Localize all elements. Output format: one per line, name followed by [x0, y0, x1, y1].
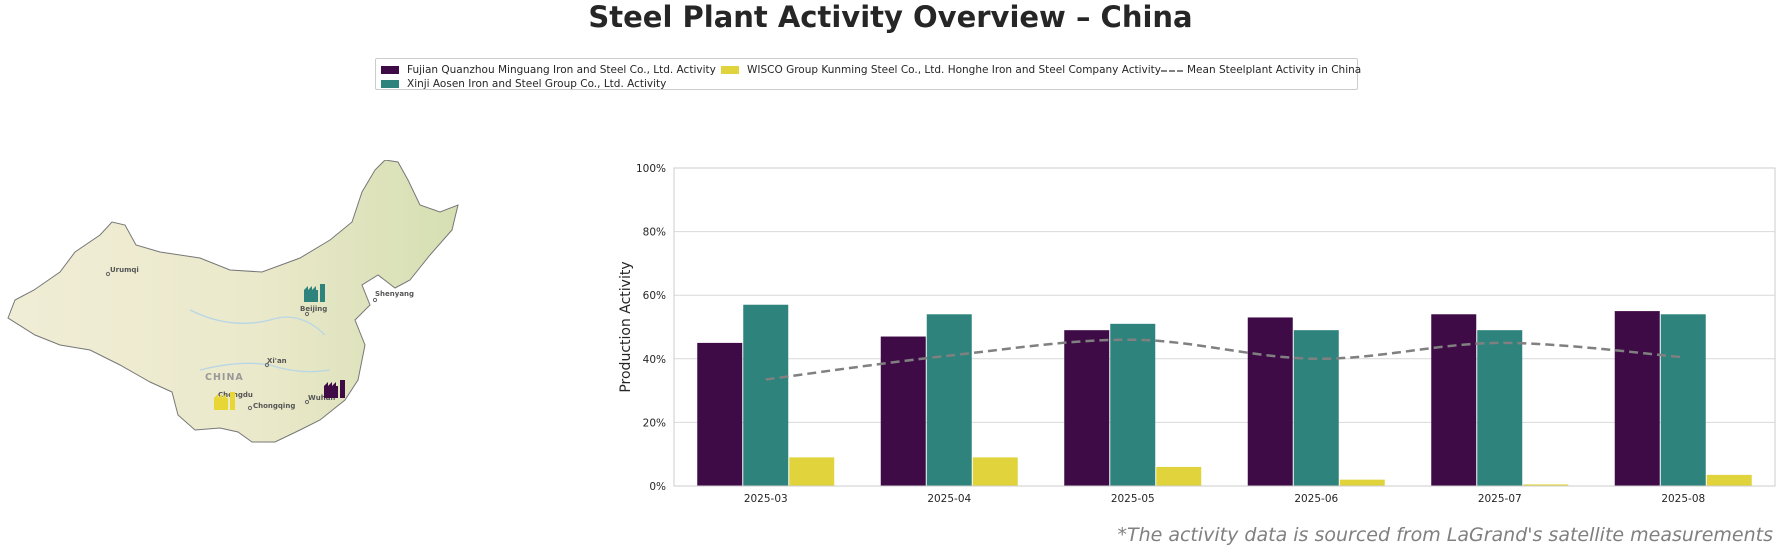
legend-label-fujian: Fujian Quanzhou Minguang Iron and Steel … [407, 64, 716, 76]
y-tick-label: 60% [643, 290, 666, 302]
factory-icon [304, 284, 325, 302]
plot-frame [673, 167, 1776, 487]
y-tick-label: 40% [643, 354, 666, 366]
river [199, 362, 331, 373]
bar [1293, 330, 1339, 486]
y-tick-label: 20% [643, 417, 666, 429]
river [189, 309, 326, 336]
factory-icon [324, 380, 345, 398]
bar [1156, 466, 1202, 486]
bar [1339, 479, 1385, 486]
legend-label-wisco: WISCO Group Kunming Steel Co., Ltd. Hong… [747, 64, 1162, 76]
legend-label-xinji: Xinji Aosen Iron and Steel Group Co., Lt… [407, 78, 667, 90]
bar [1523, 484, 1569, 486]
x-tick-label: 2025-07 [1478, 493, 1522, 505]
page-title: Steel Plant Activity Overview – China [588, 0, 1193, 34]
china-outline [7, 160, 459, 443]
y-tick-label: 100% [636, 163, 666, 175]
y-tick-label: 80% [643, 227, 666, 239]
legend-swatch-fujian [381, 66, 399, 74]
axes: 0% 20% 40% 60% 80% 100% 2025-03 2025-04 2025-05 2… [636, 163, 1776, 505]
bar [1706, 474, 1752, 486]
footnote: *The activity data is sourced from LaGra… [1117, 524, 1773, 546]
bar [1660, 314, 1706, 486]
x-tick-label: 2025-04 [927, 493, 971, 505]
legend-swatch-wisco [721, 66, 739, 74]
city-label: Beijing [300, 305, 327, 313]
bar [1110, 323, 1156, 486]
legend-swatch-xinji [381, 80, 399, 88]
x-tick-label: 2025-03 [744, 493, 788, 505]
x-tick-label: 2025-06 [1294, 493, 1338, 505]
city-label: Xi'an [267, 357, 287, 365]
legend-label-mean: Mean Steelplant Activity in China [1187, 64, 1362, 76]
y-axis-label: Production Activity [618, 261, 634, 392]
x-tick-label: 2025-08 [1661, 493, 1705, 505]
x-tick-label: 2025-05 [1111, 493, 1155, 505]
city-label: Urumqi [110, 266, 139, 274]
bar [880, 336, 926, 486]
bar [1247, 317, 1293, 486]
bar [743, 304, 789, 486]
mean-line [765, 338, 1684, 381]
china-map: Urumqi Beijing Shenyang Xi'an Chengdu Ch… [7, 160, 459, 443]
bar [1431, 314, 1477, 486]
factory-icon [214, 392, 235, 410]
bars [697, 304, 1752, 486]
country-label: CHINA [205, 372, 244, 383]
bar [926, 314, 972, 486]
bar [1064, 330, 1110, 486]
bar [972, 457, 1018, 486]
bar [789, 457, 835, 486]
city-label: Wuhan [308, 394, 335, 402]
grid-lines [674, 167, 1775, 487]
city-label: Shenyang [375, 290, 414, 298]
bar [697, 342, 743, 486]
chart-legend: Fujian Quanzhou Minguang Iron and Steel … [375, 58, 1362, 90]
city-label: Chongqing [253, 402, 295, 410]
bar [1614, 311, 1660, 486]
mean-line-layer [765, 338, 1684, 381]
legend-swatch-mean [1161, 70, 1183, 72]
city-label: Chengdu [218, 391, 253, 399]
bar [1477, 330, 1523, 486]
y-tick-label: 0% [649, 481, 666, 493]
